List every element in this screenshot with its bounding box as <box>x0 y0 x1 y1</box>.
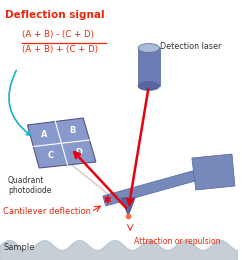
FancyBboxPatch shape <box>138 48 159 86</box>
Polygon shape <box>121 198 135 216</box>
Text: Sample: Sample <box>4 243 35 251</box>
Text: (A + B) + (C + D): (A + B) + (C + D) <box>22 45 98 54</box>
Text: A: A <box>41 129 48 139</box>
Text: Quadrant
photodiode: Quadrant photodiode <box>8 176 51 196</box>
Text: C: C <box>47 151 53 160</box>
Polygon shape <box>103 170 199 206</box>
Text: B: B <box>69 126 76 135</box>
Text: Cantilever deflection: Cantilever deflection <box>3 207 91 217</box>
Text: Attraction or repulsion: Attraction or repulsion <box>134 237 221 246</box>
Text: Deflection signal: Deflection signal <box>5 10 105 20</box>
Text: D: D <box>75 148 82 157</box>
Text: Detection laser: Detection laser <box>159 42 221 50</box>
Polygon shape <box>192 154 235 190</box>
FancyArrowPatch shape <box>9 70 30 135</box>
Ellipse shape <box>138 43 159 53</box>
Ellipse shape <box>138 81 159 90</box>
Polygon shape <box>27 118 96 168</box>
Text: (A + B) - (C + D): (A + B) - (C + D) <box>22 30 93 39</box>
